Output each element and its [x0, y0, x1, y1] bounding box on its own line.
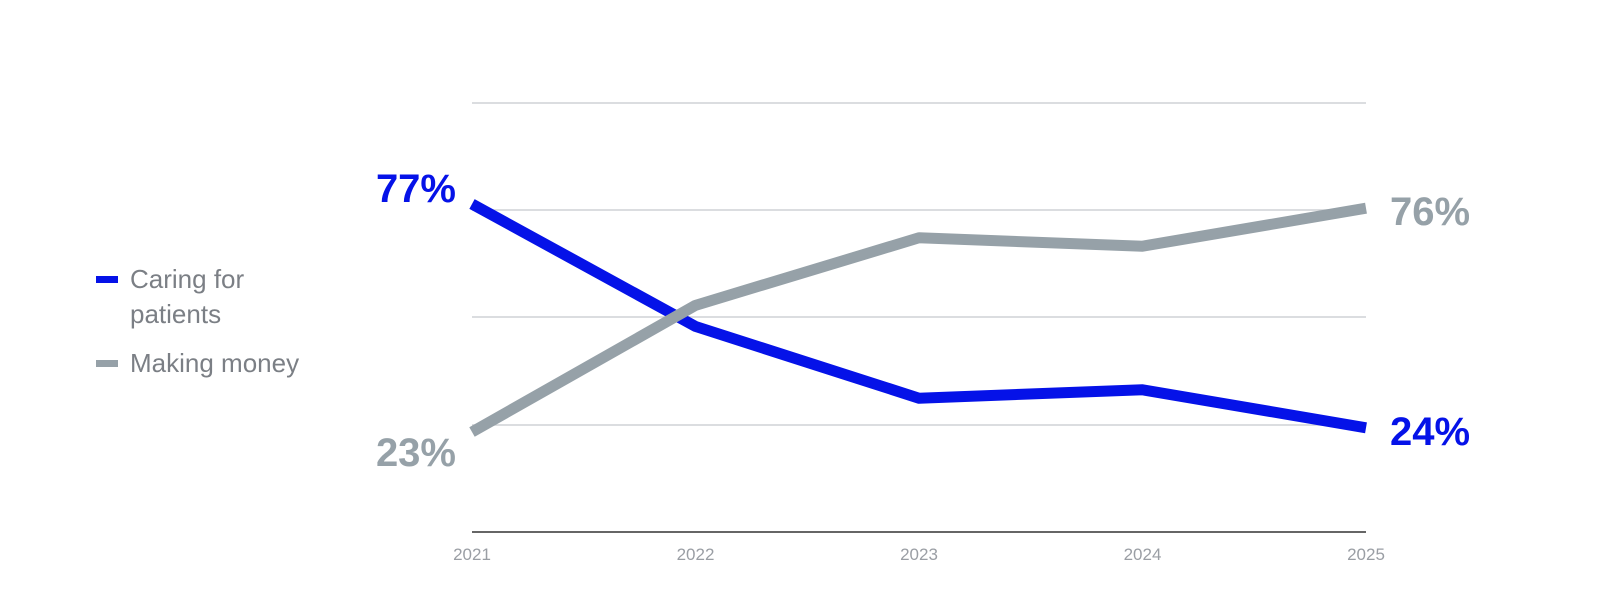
end-value-label: 76%	[1390, 190, 1470, 234]
x-tick-label: 2025	[1347, 545, 1385, 564]
legend-swatch	[96, 276, 118, 283]
x-tick-label: 2022	[677, 545, 715, 564]
x-tick-label: 2021	[453, 545, 491, 564]
x-axis-ticks: 2021 2022 2023 2024 2025	[453, 545, 1385, 564]
gridlines	[472, 102, 1366, 426]
series-value-labels: 77% 24% 23% 76%	[376, 167, 1470, 475]
end-value-label: 24%	[1390, 410, 1470, 454]
series-line-caring-for-patients	[469, 199, 1367, 434]
legend: Caring for patients Making money	[96, 262, 356, 395]
legend-item-making-money: Making money	[96, 346, 356, 381]
x-tick-label: 2024	[1124, 545, 1162, 564]
legend-swatch	[96, 360, 118, 367]
legend-item-caring-for-patients: Caring for patients	[96, 262, 356, 332]
start-value-label: 77%	[376, 167, 456, 211]
legend-label: Caring for patients	[130, 264, 245, 329]
series-lines	[469, 199, 1367, 437]
x-tick-label: 2023	[900, 545, 938, 564]
legend-label: Making money	[130, 348, 300, 378]
start-value-label: 23%	[376, 431, 456, 475]
series-line-making-money	[469, 202, 1367, 437]
